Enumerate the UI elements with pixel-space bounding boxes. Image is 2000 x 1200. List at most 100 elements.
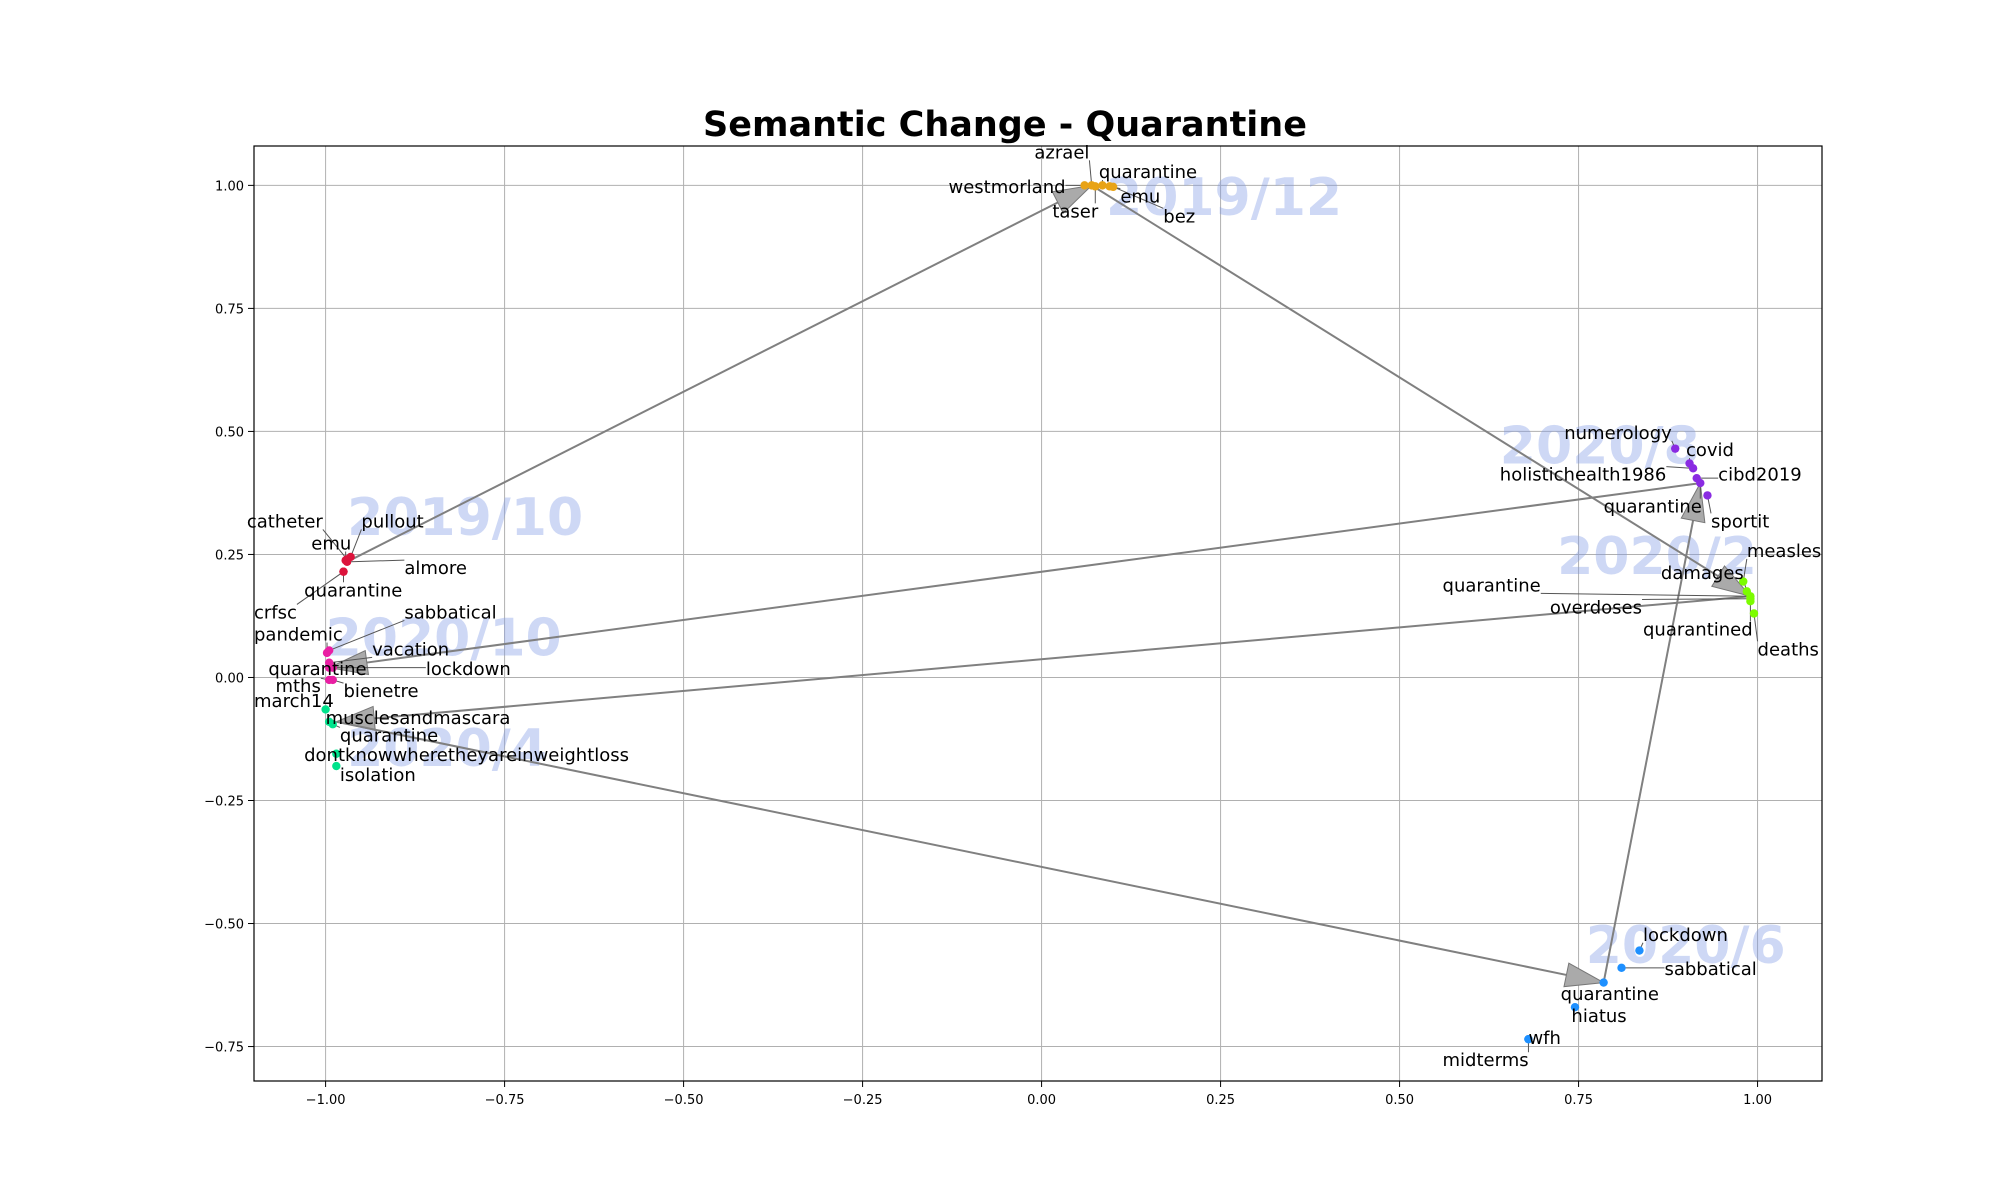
- word-label: covid: [1686, 440, 1734, 461]
- word-label: numerology: [1564, 423, 1672, 444]
- word-label: pandemic: [254, 625, 343, 646]
- word-point: [1635, 946, 1644, 955]
- x-tick-label: −0.50: [664, 1093, 704, 1108]
- plot-frame: [253, 145, 1823, 1082]
- word-point: [1599, 978, 1608, 987]
- y-tick-label: −0.75: [204, 1041, 244, 1056]
- label-leader-line: [1753, 613, 1759, 642]
- word-label: bienetre: [343, 681, 418, 702]
- word-point: [328, 663, 337, 672]
- word-point: [1570, 1002, 1580, 1012]
- word-point: [1108, 182, 1118, 192]
- word-label: quarantine: [268, 659, 366, 680]
- word-point: [1703, 491, 1712, 500]
- word-label: quarantine: [1561, 984, 1659, 1005]
- word-point: [332, 749, 341, 758]
- y-tick-label: 1.00: [215, 179, 244, 194]
- word-label: quarantine: [1443, 575, 1541, 596]
- word-point: [332, 761, 341, 771]
- label-leader-line: [1642, 598, 1751, 600]
- trajectory-segment: [366, 482, 1701, 664]
- y-tick-label: 0.50: [215, 425, 244, 440]
- x-tick-label: −0.75: [485, 1093, 525, 1108]
- word-point: [339, 567, 348, 576]
- trajectory-segment: [1602, 520, 1695, 983]
- word-label: measles: [1747, 541, 1821, 562]
- x-tick-label: −0.25: [843, 1093, 883, 1108]
- x-tick-label: 0.00: [1027, 1093, 1056, 1108]
- y-tick-label: −0.25: [204, 795, 244, 810]
- label-leader-line: [322, 529, 348, 560]
- word-label: sabbatical: [1664, 959, 1756, 980]
- word-label: quarantine: [1604, 497, 1702, 518]
- label-leader-line: [1666, 466, 1694, 469]
- word-point: [1617, 963, 1626, 973]
- trajectory-segment: [346, 201, 1059, 563]
- word-label: almore: [404, 558, 467, 579]
- word-label: catheter: [247, 511, 324, 532]
- word-label: mths: [275, 676, 320, 697]
- label-leader-line: [347, 559, 405, 563]
- word-point: [328, 675, 337, 685]
- label-leader-line: [350, 529, 362, 558]
- label-leader-line: [296, 571, 344, 605]
- word-point: [1098, 181, 1107, 190]
- word-label: taser: [1052, 201, 1099, 222]
- trajectory-arrowhead: [327, 649, 370, 676]
- y-tick-label: 0.25: [215, 548, 244, 563]
- word-labels: catheter pulloutemualmorequarantinecrfsca…: [247, 142, 1821, 1071]
- trajectory-arrowhead: [1711, 565, 1752, 598]
- grid: [254, 146, 1822, 1081]
- period-label: 2019/10: [347, 488, 583, 548]
- trajectory-arrowhead: [1680, 481, 1706, 524]
- label-leader-line: [329, 656, 373, 664]
- axis-ticks: −1.00 −0.75 −0.50 −0.25 0.00 0.25 0.50 0.75 1.00…: [204, 179, 1772, 1108]
- trajectory-segment: [1091, 184, 1719, 578]
- word-point: [1091, 182, 1100, 191]
- word-label: quarantine: [304, 580, 402, 601]
- word-label: hiatus: [1571, 1006, 1626, 1027]
- x-tick-label: 0.75: [1564, 1093, 1593, 1108]
- word-label: sportit: [1711, 511, 1769, 532]
- word-point: [1746, 596, 1755, 606]
- word-label: quarantine: [1099, 162, 1197, 183]
- trajectory-arrowhead: [1051, 184, 1094, 215]
- word-label: bez: [1163, 206, 1195, 227]
- word-label: cibd2019: [1718, 465, 1802, 486]
- word-label: dontknowwheretheyareinweightloss: [304, 745, 629, 766]
- trajectory-segment: [374, 595, 1751, 720]
- word-label: emu: [311, 534, 351, 555]
- y-tick-label: 0.75: [215, 302, 244, 317]
- x-tick-label: 1.00: [1743, 1093, 1772, 1108]
- word-label: overdoses: [1550, 598, 1642, 619]
- word-point: [328, 720, 337, 729]
- word-label: lockdown: [1643, 925, 1728, 946]
- word-label: quarantined: [1643, 620, 1753, 641]
- word-label: crfsc: [254, 602, 297, 623]
- word-point: [1696, 478, 1705, 488]
- x-tick-label: −1.00: [306, 1093, 346, 1108]
- word-point: [1749, 609, 1759, 618]
- word-label: lockdown: [426, 659, 511, 680]
- label-leader-line: [1112, 186, 1164, 209]
- word-point: [321, 705, 330, 714]
- word-point: [1739, 577, 1748, 586]
- word-label: vacation: [372, 639, 449, 660]
- trajectory-arrowhead: [1563, 962, 1606, 988]
- word-label: deaths: [1758, 639, 1819, 660]
- x-tick-label: 0.25: [1206, 1093, 1235, 1108]
- word-label: wfh: [1528, 1028, 1560, 1049]
- word-label: isolation: [340, 765, 416, 786]
- y-tick-label: 0.00: [215, 671, 244, 686]
- word-label: musclesandmascara: [326, 708, 511, 729]
- trajectory-segment: [336, 720, 1567, 976]
- trajectory: [327, 184, 1752, 988]
- y-tick-label: −0.50: [204, 918, 244, 933]
- label-leader-line: [328, 619, 405, 651]
- period-label: 2020/4: [347, 719, 547, 779]
- word-label: midterms: [1443, 1050, 1529, 1071]
- label-leader-line: [1540, 592, 1751, 597]
- word-point: [1080, 181, 1089, 190]
